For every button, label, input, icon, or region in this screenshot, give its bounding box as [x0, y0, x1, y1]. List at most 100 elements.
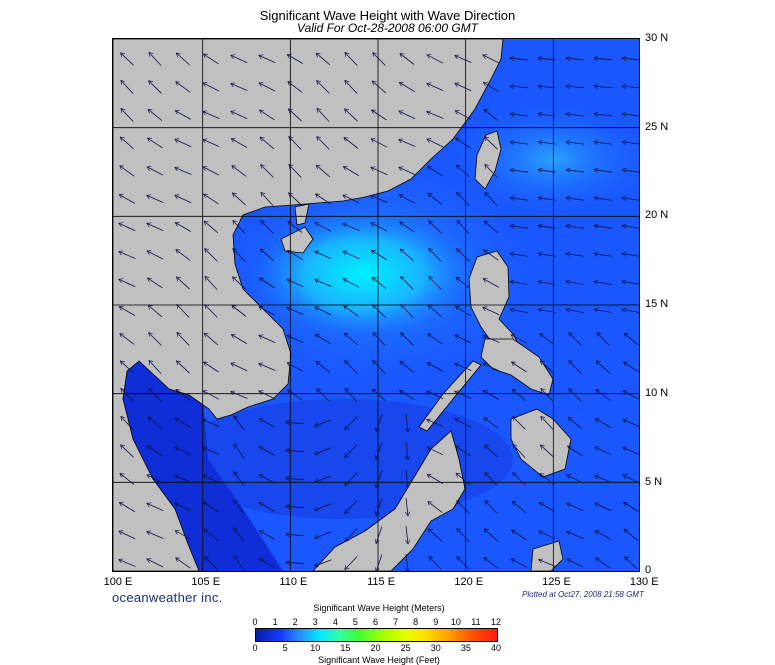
- wave-arrow: [483, 390, 500, 400]
- wave-arrow: [203, 54, 219, 65]
- wave-arrow: [401, 277, 414, 290]
- wave-arrow: [120, 361, 134, 374]
- wave-arrow: [510, 142, 528, 144]
- wave-arrow: [147, 138, 163, 149]
- wave-direction-arrows: [119, 52, 639, 571]
- wave-arrow: [569, 360, 582, 374]
- wave-height-map: [112, 38, 640, 572]
- wave-arrow: [510, 282, 528, 285]
- latitude-label: 30 N: [645, 32, 669, 44]
- latitude-label: 5 N: [645, 475, 663, 488]
- colorbar-tick-feet: 20: [370, 643, 381, 653]
- wave-arrow: [484, 558, 499, 569]
- wave-arrow: [345, 444, 358, 458]
- wave-arrow: [538, 198, 556, 201]
- wave-arrow: [149, 360, 162, 374]
- wave-arrow: [594, 282, 612, 285]
- wave-arrow: [316, 361, 331, 373]
- colorbar-tick-meters: 3: [312, 617, 318, 627]
- wave-arrow: [483, 55, 500, 64]
- wave-arrow: [511, 559, 528, 568]
- wave-arrow: [259, 364, 276, 371]
- wave-arrow: [345, 556, 358, 570]
- wave-arrow: [204, 529, 219, 541]
- wave-arrow: [343, 224, 360, 231]
- wave-arrow: [147, 559, 164, 568]
- wave-arrow: [343, 195, 360, 204]
- wave-arrow: [566, 114, 584, 116]
- wave-arrow: [315, 419, 332, 426]
- wave-arrow: [623, 501, 639, 513]
- wave-arrow: [259, 447, 275, 456]
- wave-arrow: [288, 390, 303, 401]
- wave-arrow: [457, 557, 470, 570]
- wave-arrow: [512, 389, 527, 402]
- wave-arrow: [260, 278, 275, 289]
- wave-arrow: [538, 254, 556, 257]
- wave-arrow: [457, 193, 470, 206]
- wave-arrow: [149, 389, 162, 402]
- wave-arrow: [148, 305, 163, 318]
- wave-arrow: [261, 165, 274, 178]
- longitude-label: 100 E: [103, 576, 133, 588]
- wave-arrow: [429, 221, 442, 234]
- wave-arrow: [287, 55, 303, 64]
- wave-arrow: [204, 333, 219, 346]
- wave-field-high: [243, 204, 483, 344]
- wave-arrow: [316, 53, 331, 66]
- wave-arrow: [406, 498, 408, 516]
- wave-arrow: [406, 414, 408, 432]
- wave-arrow: [428, 193, 443, 205]
- wave-arrow: [456, 277, 471, 289]
- wave-arrow: [345, 109, 358, 122]
- wave-arrow: [376, 414, 383, 432]
- wave-arrow: [149, 81, 162, 94]
- wave-arrow: [345, 361, 358, 374]
- wave-arrow: [538, 282, 556, 285]
- wave-arrow: [175, 223, 191, 232]
- wave-arrow: [121, 445, 134, 458]
- wave-arrow: [345, 416, 358, 430]
- wave-arrow: [345, 81, 358, 94]
- map-subtitle: Valid For Oct-28-2008 06:00 GMT: [297, 21, 478, 35]
- wave-arrow: [286, 534, 305, 535]
- wave-arrow: [120, 334, 135, 345]
- wave-arrow: [203, 475, 220, 484]
- wave-arrow: [260, 110, 275, 121]
- wave-arrow: [343, 166, 359, 176]
- wave-arrow: [119, 252, 136, 259]
- wave-arrow: [567, 475, 584, 484]
- wave-arrow: [567, 531, 584, 539]
- colorbar-tick-feet: 10: [310, 643, 321, 653]
- wave-arrow: [485, 473, 498, 486]
- wave-arrow: [175, 139, 192, 148]
- wave-arrow: [539, 502, 556, 512]
- wave-arrow: [622, 86, 639, 88]
- wave-arrow: [401, 333, 414, 346]
- wave-arrow: [455, 363, 472, 371]
- latitude-label: 20 N: [645, 209, 669, 222]
- longitude-label: 105 E: [191, 576, 221, 588]
- wave-arrow: [231, 84, 248, 91]
- wave-arrow: [376, 498, 383, 516]
- wave-arrow: [315, 559, 332, 566]
- wave-arrow: [624, 362, 639, 373]
- wave-arrow: [624, 333, 639, 346]
- wave-arrow: [176, 53, 190, 66]
- latitude-label: 0: [645, 564, 652, 577]
- wave-arrow: [231, 334, 247, 344]
- wave-arrow: [622, 114, 639, 116]
- wave-arrow: [287, 279, 304, 288]
- wave-arrow: [594, 226, 612, 229]
- wave-arrow: [175, 447, 192, 456]
- land-sulawesi: [530, 540, 564, 571]
- wave-arrow: [428, 529, 442, 542]
- wave-arrow: [456, 473, 471, 486]
- wave-arrow: [457, 220, 470, 234]
- wave-arrow: [315, 447, 332, 454]
- wave-arrow: [538, 226, 556, 229]
- wave-arrow: [259, 475, 275, 484]
- wave-arrow: [484, 529, 498, 542]
- wave-arrow: [429, 277, 442, 290]
- wave-arrow: [567, 503, 584, 511]
